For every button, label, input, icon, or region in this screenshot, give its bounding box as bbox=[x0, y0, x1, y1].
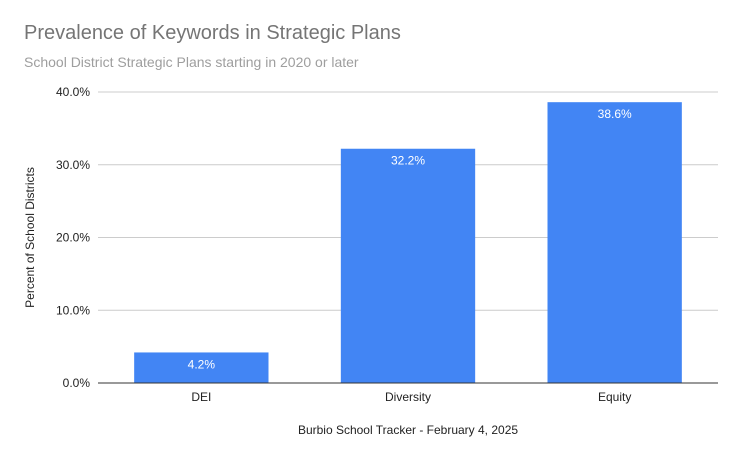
data-label: 32.2% bbox=[391, 154, 425, 168]
data-label: 38.6% bbox=[598, 107, 632, 121]
bar-diversity bbox=[340, 148, 476, 383]
x-axis-title: Burbio School Tracker - February 4, 2025 bbox=[298, 423, 518, 437]
data-labels: 4.2% 32.2% 38.6% bbox=[188, 107, 632, 371]
chart-title: Prevalence of Keywords in Strategic Plan… bbox=[24, 22, 401, 44]
x-axis-ticks: DEI Diversity Equity bbox=[191, 390, 631, 404]
chart-subtitle: School District Strategic Plans starting… bbox=[24, 54, 359, 70]
y-tick-label: 0.0% bbox=[63, 376, 91, 390]
x-tick-label: Diversity bbox=[385, 390, 431, 404]
y-axis-title: Percent of School Districts bbox=[23, 167, 37, 308]
data-label: 4.2% bbox=[188, 357, 216, 371]
y-tick-label: 20.0% bbox=[56, 231, 90, 245]
x-tick-label: DEI bbox=[191, 390, 211, 404]
y-axis-ticks: 0.0% 10.0% 20.0% 30.0% 40.0% bbox=[56, 85, 90, 390]
y-tick-label: 30.0% bbox=[56, 158, 90, 172]
bars bbox=[134, 102, 682, 383]
y-tick-label: 10.0% bbox=[56, 303, 90, 317]
x-tick-label: Equity bbox=[598, 390, 631, 404]
y-tick-label: 40.0% bbox=[56, 85, 90, 99]
bar-dei bbox=[134, 352, 269, 383]
bar-equity bbox=[547, 102, 682, 383]
